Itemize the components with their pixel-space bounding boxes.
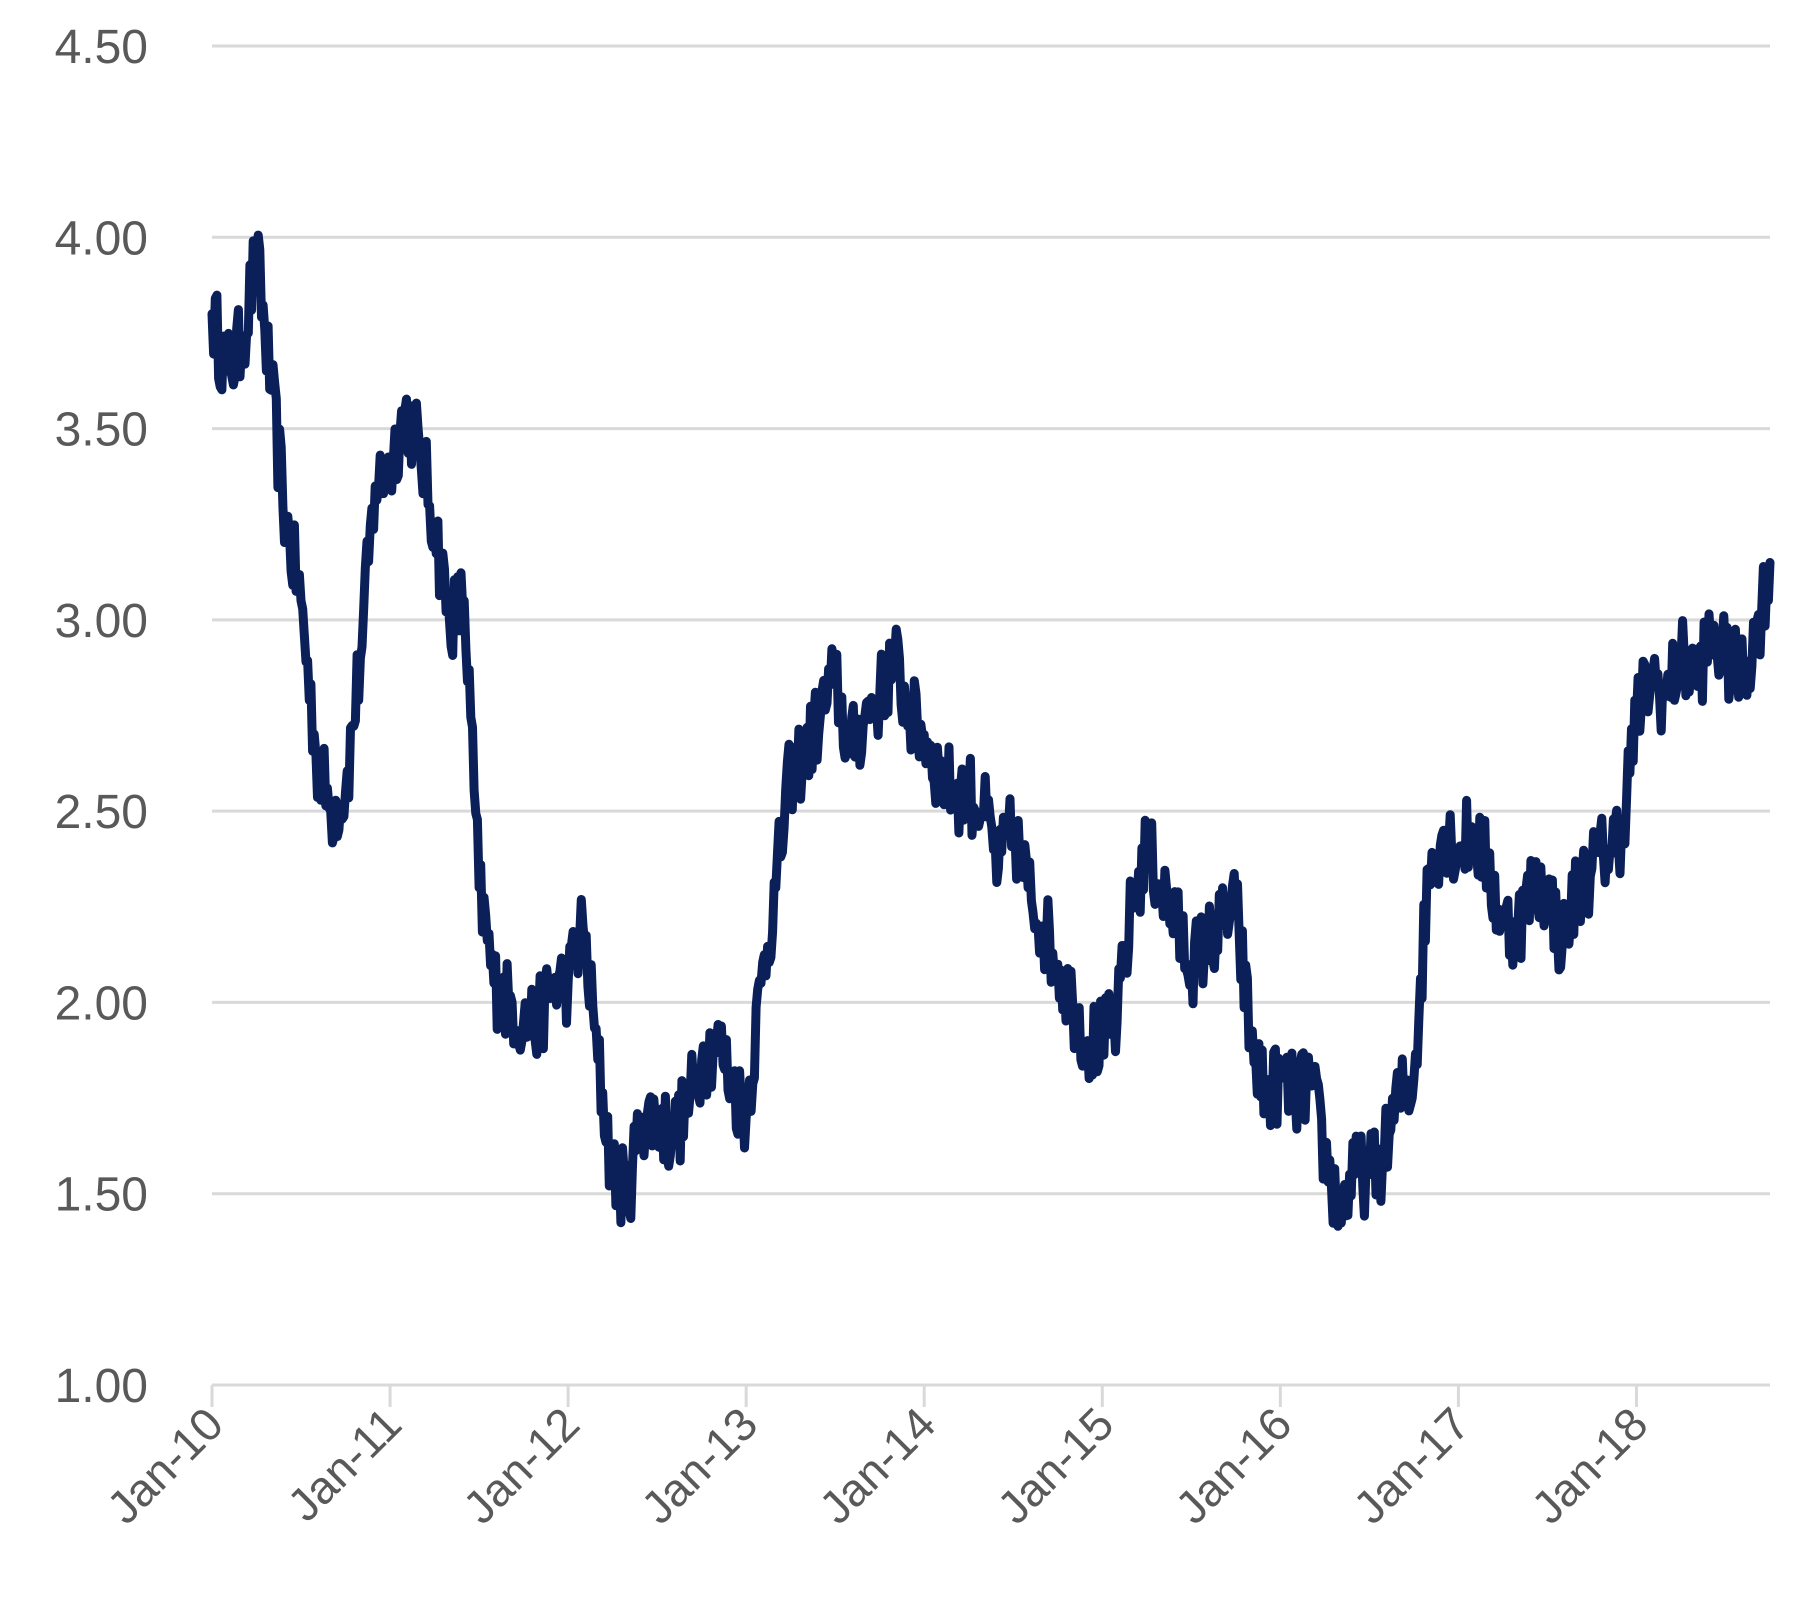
x-axis bbox=[210, 1383, 1770, 1407]
y-tick-label: 2.50 bbox=[55, 786, 148, 839]
series-layer bbox=[207, 230, 1775, 1231]
y-axis-tick-labels: 1.00 1.50 2.00 2.50 3.00 3.50 4.00 4.50 bbox=[55, 21, 148, 1413]
x-tick-label: Jan-10 bbox=[97, 1397, 233, 1533]
x-tick-label: Jan-15 bbox=[987, 1397, 1123, 1533]
y-tick-label: 4.50 bbox=[55, 21, 148, 74]
series-line bbox=[207, 230, 1775, 1231]
y-tick-label: 3.50 bbox=[55, 404, 148, 457]
y-tick-label: 2.00 bbox=[55, 977, 148, 1030]
x-axis-tick-labels: Jan-10 Jan-11 Jan-12 Jan-13 Jan-14 Jan-15 Jan-… bbox=[97, 1397, 1658, 1533]
x-tick-label: Jan-17 bbox=[1343, 1397, 1479, 1533]
y-tick-label: 4.00 bbox=[55, 212, 148, 265]
x-tick-label: Jan-11 bbox=[277, 1397, 411, 1531]
x-tick-label: Jan-12 bbox=[453, 1397, 589, 1533]
x-tick-label: Jan-14 bbox=[809, 1397, 945, 1533]
y-tick-label: 1.00 bbox=[55, 1360, 148, 1413]
x-tick-label: Jan-18 bbox=[1521, 1397, 1657, 1533]
y-tick-label: 1.50 bbox=[55, 1169, 148, 1222]
y-tick-label: 3.00 bbox=[55, 595, 148, 648]
x-tick-label: Jan-16 bbox=[1165, 1397, 1301, 1533]
x-tick-label: Jan-13 bbox=[631, 1397, 767, 1533]
